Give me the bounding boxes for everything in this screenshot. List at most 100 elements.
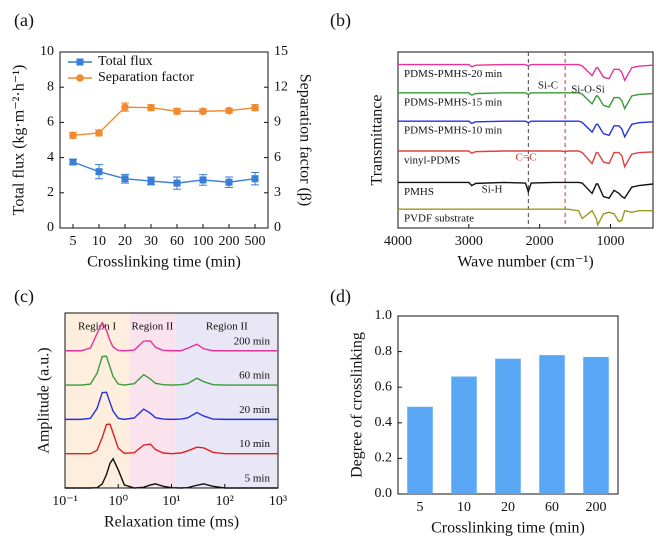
trace-label: 200 min [234,335,271,347]
y-tick-label: 0.0 [375,486,393,501]
marker [95,168,103,176]
x-axis-label: Relaxation time (ms) [104,514,239,531]
x-tick-label: 60 [170,234,184,249]
y-axis-label: Total flux (kg·m⁻²·h⁻¹) [11,65,28,216]
trace-label: PVDF substrate [404,213,474,225]
x-tick-label: 20 [501,500,515,515]
y-tick-label: 8 [47,79,54,94]
trace-label: 60 min [239,370,270,382]
x-tick-label: 200 [586,500,607,515]
x-tick-label: 10² [216,494,234,509]
y2-tick-label: 3 [274,185,281,200]
x-axis-label: Wave number (cm⁻¹) [457,254,593,271]
x-tick-label: 2000 [526,234,554,249]
y-tick-label: 6 [47,115,54,130]
series-line [398,63,654,82]
x-tick-label: 10⁰ [108,494,128,509]
x-tick-label: 10³ [269,494,287,509]
x-tick-label: 20 [118,234,132,249]
annotation: Si-H [482,184,503,196]
plot-frame [397,51,654,229]
series-line [65,423,278,455]
trace-label: PMHS [404,186,434,198]
x-tick-label: 1000 [597,234,625,249]
series-line [72,106,256,137]
legend-marker [76,58,84,66]
series-line [398,150,654,169]
y2-tick-label: 0 [274,220,281,235]
x-tick-label: 10⁻¹ [52,494,78,509]
y-tick-label: 0.8 [375,344,393,359]
x-tick-label: 60 [545,500,559,515]
y-tick-label: 0.4 [375,415,393,430]
y-axis-label: Transmittance [369,95,386,186]
bar [495,358,521,494]
y-tick-label: 0 [47,220,54,235]
marker [225,178,233,186]
y2-tick-label: 12 [274,79,288,94]
y2-tick-label: 9 [274,115,281,130]
panel-label: (c) [14,286,34,307]
region [65,313,130,488]
y-tick-label: 10 [40,44,54,59]
trace-label: 10 min [239,438,270,450]
series-line [398,120,654,139]
plot-frame [59,51,269,229]
marker [251,103,259,112]
y-axis-label: Degree of crosslinking [349,332,366,478]
x-tick-label: 3000 [455,234,483,249]
x-tick-label: 500 [245,234,266,249]
trace-label: 5 min [245,473,271,485]
marker [225,106,233,115]
marker [95,129,103,137]
marker [173,179,181,187]
trace-label: PDMS-PMHS-10 min [404,125,503,137]
series-line [72,161,256,184]
series-line [65,355,278,386]
marker [69,158,77,166]
panel-label: (a) [14,10,34,31]
marker [199,107,207,116]
annotation: Si-O-Si [571,84,605,96]
marker [147,177,155,185]
marker [173,107,181,116]
legend-label: Total flux [98,54,153,69]
x-axis-label: Crosslinking time (min) [431,520,585,537]
series-line [65,321,278,352]
x-tick-label: 10 [457,500,471,515]
y-tick-label: 4 [47,150,54,165]
bar [407,406,433,494]
legend-marker [76,74,84,82]
region-label: Region I [78,321,117,333]
bar [583,356,609,494]
marker [251,175,259,183]
trace-label: PDMS-PMHS-20 min [404,68,503,80]
series-line [398,92,654,111]
y-tick-label: 0.2 [375,451,393,466]
region-label: Region II [131,321,173,333]
x-tick-label: 10¹ [162,494,180,509]
x-tick-label: 30 [144,234,158,249]
series-line [65,391,278,421]
trace-label: 20 min [239,404,270,416]
region-label: Region II [206,321,248,333]
x-tick-label: 5 [417,500,424,515]
trace-label: vinyl-PDMS [404,155,460,167]
region [129,313,176,488]
marker [69,131,77,140]
x-tick-label: 10 [92,234,106,249]
x-tick-label: 4000 [384,234,412,249]
marker [147,103,155,112]
y-tick-label: 2 [47,185,54,200]
series-line [65,457,278,489]
legend-label: Separation factor [98,70,194,85]
y-axis-label: Amplitude (a.u.) [36,347,53,453]
series-line [398,208,653,227]
y2-tick-label: 15 [274,44,288,59]
series-line [398,181,654,200]
y-tick-label: 1.0 [375,308,393,323]
y2-axis-label: Separation factor (β) [296,74,313,207]
panel-label: (b) [330,10,351,31]
